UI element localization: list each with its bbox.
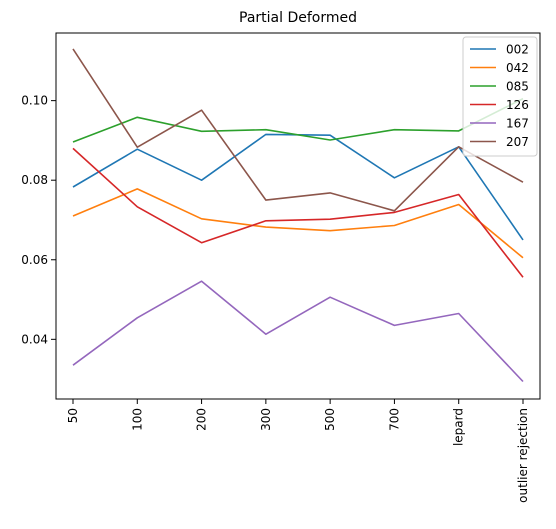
x-axis: 50 100 200 300 500 700 lepard outlier rejection (66, 399, 530, 503)
x-tick-label: 200 (195, 408, 209, 431)
legend-label-167: 167 (506, 117, 529, 131)
y-axis: 0.04 0.06 0.08 0.10 (21, 94, 56, 346)
plot-frame (55, 32, 541, 400)
legend-label-042: 042 (506, 61, 529, 75)
x-tick-label: outlier rejection (516, 408, 530, 503)
x-tick-label: 500 (323, 408, 337, 431)
legend: 002 042 085 126 167 207 (462, 36, 538, 157)
x-tick-label: 700 (387, 408, 401, 431)
chart-title: Partial Deformed (239, 10, 357, 26)
series-line-207 (72, 48, 524, 212)
y-tick-label: 0.10 (21, 94, 48, 108)
series-line-167 (72, 280, 524, 383)
x-tick-label: lepard (452, 408, 466, 446)
y-tick-label: 0.04 (21, 332, 48, 346)
series-line-042 (72, 188, 524, 259)
series-line-085 (72, 97, 524, 143)
y-tick-label: 0.06 (21, 253, 48, 267)
legend-label-207: 207 (506, 135, 529, 149)
x-tick-label: 300 (259, 408, 273, 431)
series-line-126 (72, 147, 524, 278)
series-layer (72, 48, 524, 383)
legend-label-085: 085 (506, 80, 529, 94)
y-tick-label: 0.08 (21, 173, 48, 187)
x-tick-label: 100 (130, 408, 144, 431)
legend-label-126: 126 (506, 98, 529, 112)
x-tick-label: 50 (66, 408, 80, 423)
legend-label-002: 002 (506, 43, 529, 57)
plot-area (55, 32, 541, 400)
